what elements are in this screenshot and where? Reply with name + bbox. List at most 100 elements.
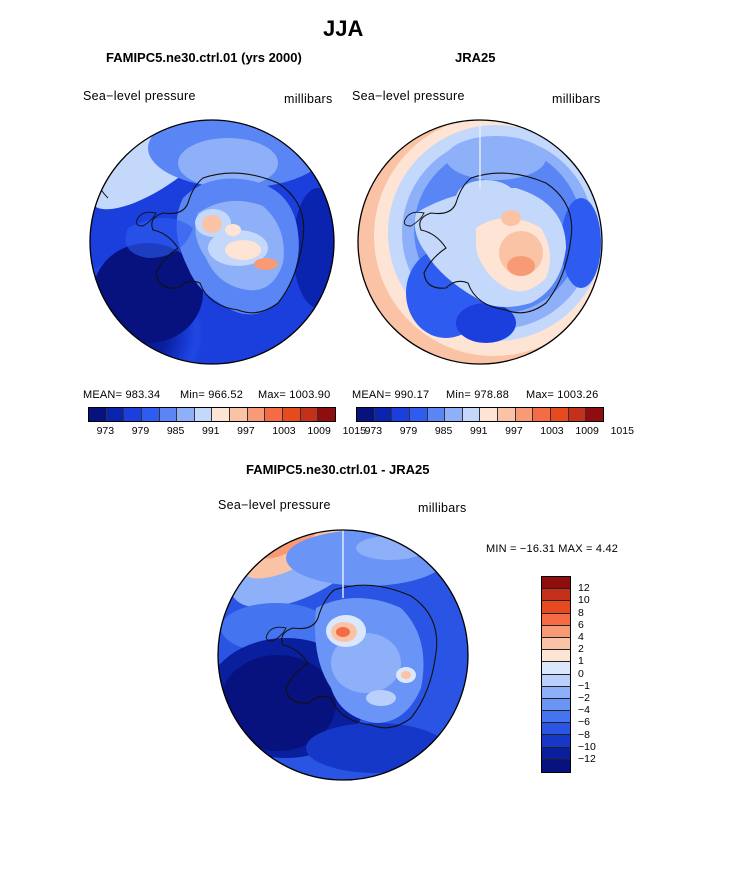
colorbar-swatch: [141, 408, 160, 421]
colorbar-tick-label: 1015: [342, 425, 366, 437]
panel2-colorbar: [356, 407, 604, 422]
colorbar-swatch: [212, 408, 231, 421]
colorbar-swatch: [230, 408, 248, 421]
colorbar-swatch: [542, 759, 570, 772]
colorbar-swatch: [106, 408, 125, 421]
colorbar-swatch: [542, 674, 570, 687]
colorbar-tick-label: 6: [578, 618, 584, 631]
colorbar-tick-label: 985: [166, 425, 185, 437]
colorbar-tick-label: −10: [578, 740, 596, 753]
panel2-max: Max= 1003.26: [526, 389, 599, 401]
colorbar-tick-label: 985: [434, 425, 453, 437]
panel2-title: JRA25: [455, 50, 496, 65]
panel1-units-label: millibars: [284, 92, 333, 106]
colorbar-swatch: [124, 408, 142, 421]
panel3-map: [217, 529, 469, 781]
colorbar-swatch: [392, 408, 410, 421]
colorbar-swatch: [515, 408, 534, 421]
colorbar-tick-label: 1003: [540, 425, 564, 437]
colorbar-swatch: [194, 408, 213, 421]
panel3-colorbar-ticks: 12 10 8 6 4 2 1 0 −1 −2 −4 −6 −8 −10 −12: [578, 576, 618, 782]
colorbar-tick-label: 1009: [575, 425, 599, 437]
colorbar-tick-label: −1: [578, 679, 590, 692]
colorbar-swatch: [480, 408, 499, 421]
panel2-colorbar-ticks: 973 979 985 991 997 1003 1009 1015: [356, 425, 634, 439]
colorbar-tick-label: 1: [578, 655, 584, 668]
colorbar-tick-label: −4: [578, 704, 590, 717]
panel1-variable-label: Sea−level pressure: [83, 89, 196, 103]
panel2-map: [357, 119, 603, 365]
panel1-title: FAMIPC5.ne30.ctrl.01 (yrs 2000): [106, 50, 302, 65]
colorbar-swatch: [551, 408, 569, 421]
colorbar-swatch: [542, 650, 570, 663]
colorbar-swatch: [542, 735, 570, 748]
colorbar-swatch: [177, 408, 195, 421]
colorbar-swatch: [283, 408, 301, 421]
colorbar-tick-label: −12: [578, 753, 596, 765]
colorbar-tick-label: 979: [399, 425, 418, 437]
panel1-max: Max= 1003.90: [258, 389, 331, 401]
colorbar-swatch: [542, 625, 570, 638]
colorbar-swatch: [247, 408, 266, 421]
colorbar-swatch: [542, 577, 570, 590]
colorbar-swatch: [542, 662, 570, 675]
colorbar-tick-label: 10: [578, 594, 590, 607]
colorbar-swatch: [498, 408, 516, 421]
colorbar-tick-label: 1003: [272, 425, 296, 437]
colorbar-tick-label: 997: [505, 425, 523, 437]
panel1-mean: MEAN= 983.34: [83, 389, 161, 401]
panel3-units-label: millibars: [418, 501, 467, 515]
panel2-mean: MEAN= 990.17: [352, 389, 430, 401]
colorbar-swatch: [357, 408, 375, 421]
colorbar-swatch: [568, 408, 587, 421]
colorbar-swatch: [318, 408, 335, 421]
panel1-min: Min= 966.52: [180, 389, 244, 401]
panel1-map: [89, 119, 335, 365]
colorbar-swatch: [586, 408, 603, 421]
colorbar-tick-label: 12: [578, 582, 590, 595]
colorbar-swatch: [265, 408, 284, 421]
colorbar-tick-label: 991: [202, 425, 220, 437]
colorbar-swatch: [542, 747, 570, 760]
colorbar-swatch: [409, 408, 428, 421]
panel3-minmax: MIN = −16.31 MAX = 4.42: [486, 543, 619, 555]
colorbar-swatch: [462, 408, 481, 421]
colorbar-swatch: [542, 711, 570, 724]
panel3-colorbar: [541, 576, 571, 773]
colorbar-tick-label: 0: [578, 667, 584, 680]
page-title: JJA: [323, 16, 364, 41]
colorbar-tick-label: 8: [578, 606, 584, 619]
panel3-title: FAMIPC5.ne30.ctrl.01 - JRA25: [246, 462, 430, 477]
colorbar-tick-label: 997: [237, 425, 255, 437]
colorbar-swatch: [542, 723, 570, 736]
colorbar-tick-label: −6: [578, 716, 590, 729]
panel2-min: Min= 978.88: [446, 389, 510, 401]
colorbar-swatch: [159, 408, 178, 421]
colorbar-swatch: [542, 698, 570, 712]
colorbar-swatch: [445, 408, 463, 421]
colorbar-swatch: [89, 408, 107, 421]
colorbar-swatch: [533, 408, 552, 421]
panel1-colorbar-ticks: 973 979 985 991 997 1003 1009 1015: [88, 425, 366, 439]
colorbar-tick-label: −2: [578, 692, 590, 704]
panel1-colorbar: [88, 407, 336, 422]
colorbar-swatch: [427, 408, 446, 421]
colorbar-swatch: [542, 686, 570, 699]
colorbar-tick-label: −8: [578, 728, 590, 741]
colorbar-tick-label: 991: [470, 425, 488, 437]
colorbar-tick-label: 973: [96, 425, 115, 437]
colorbar-swatch: [542, 589, 570, 602]
colorbar-tick-label: 1009: [307, 425, 331, 437]
colorbar-swatch: [542, 601, 570, 614]
colorbar-swatch: [374, 408, 393, 421]
colorbar-tick-label: 979: [131, 425, 150, 437]
panel2-units-label: millibars: [552, 92, 601, 106]
colorbar-tick-label: 1015: [610, 425, 634, 437]
colorbar-tick-label: 973: [364, 425, 383, 437]
colorbar-swatch: [542, 637, 570, 651]
colorbar-tick-label: 2: [578, 643, 584, 656]
colorbar-swatch: [542, 613, 570, 626]
panel3-variable-label: Sea−level pressure: [218, 498, 331, 512]
panel2-variable-label: Sea−level pressure: [352, 89, 465, 103]
colorbar-swatch: [300, 408, 319, 421]
